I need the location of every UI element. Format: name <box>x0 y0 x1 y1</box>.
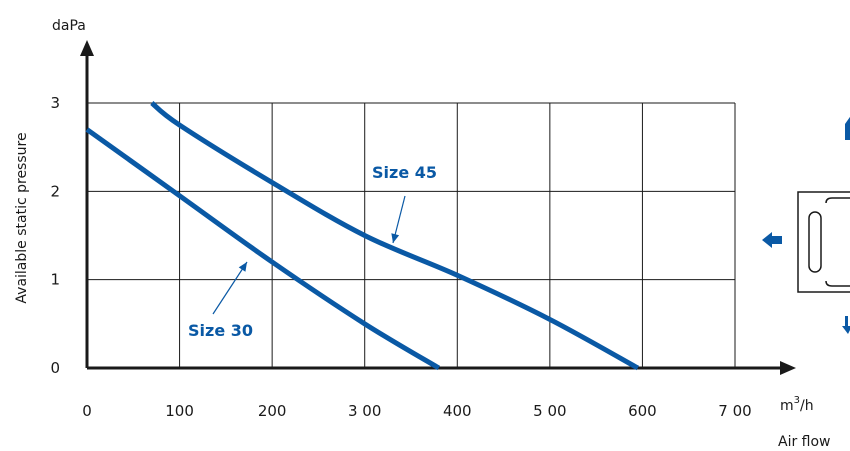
series-name-label: Size 30 <box>188 321 253 340</box>
y-tick-label: 1 <box>50 271 60 289</box>
annotation-arrowhead-icon <box>391 233 400 243</box>
y-axis-label: Available static pressure <box>14 132 30 303</box>
unit-icon-diagram <box>762 116 850 334</box>
x-tick-label: 400 <box>443 402 472 420</box>
x-tick-label: 200 <box>258 402 287 420</box>
y-unit-label: daPa <box>52 18 86 34</box>
series-curves <box>85 101 640 371</box>
up-arrow-icon <box>845 116 850 140</box>
tick-labels: 0 100 200 3 00 400 5 00 600 7 00 0 1 2 3 <box>50 94 751 420</box>
y-tick-label: 0 <box>50 359 60 377</box>
x-tick-label: 5 00 <box>533 402 566 420</box>
down-arrow-icon <box>842 316 850 334</box>
x-axis-arrow-icon <box>780 361 796 375</box>
left-arrow-icon <box>762 232 782 248</box>
series-line <box>85 127 441 371</box>
unit-icon-slot-left <box>808 211 822 273</box>
x-unit-exponent: 3 <box>794 395 800 406</box>
series-line <box>150 101 640 371</box>
x-tick-label: 0 <box>82 402 92 420</box>
unit-icon-slot-top <box>825 197 850 204</box>
y-tick-label: 3 <box>50 94 60 112</box>
y-axis-arrow-icon <box>80 40 94 56</box>
y-tick-label: 2 <box>50 182 60 200</box>
annotation-arrowhead-icon <box>238 262 247 272</box>
unit-icon-slot-bottom <box>825 280 850 287</box>
x-unit-label: m3/h <box>780 395 814 414</box>
unit-icon-body <box>797 191 850 293</box>
annotation-pointer <box>212 261 248 315</box>
x-unit-base: m <box>780 398 794 414</box>
series-annotations: Size 45 Size 30 <box>188 163 437 340</box>
x-tick-label: 100 <box>165 402 194 420</box>
x-unit-suffix: /h <box>800 398 814 414</box>
grid-lines <box>87 102 736 368</box>
series-name-label: Size 45 <box>372 163 437 182</box>
x-axis-label: Air flow <box>778 434 831 450</box>
x-tick-label: 3 00 <box>348 402 381 420</box>
x-tick-label: 600 <box>628 402 657 420</box>
x-tick-label: 7 00 <box>718 402 751 420</box>
